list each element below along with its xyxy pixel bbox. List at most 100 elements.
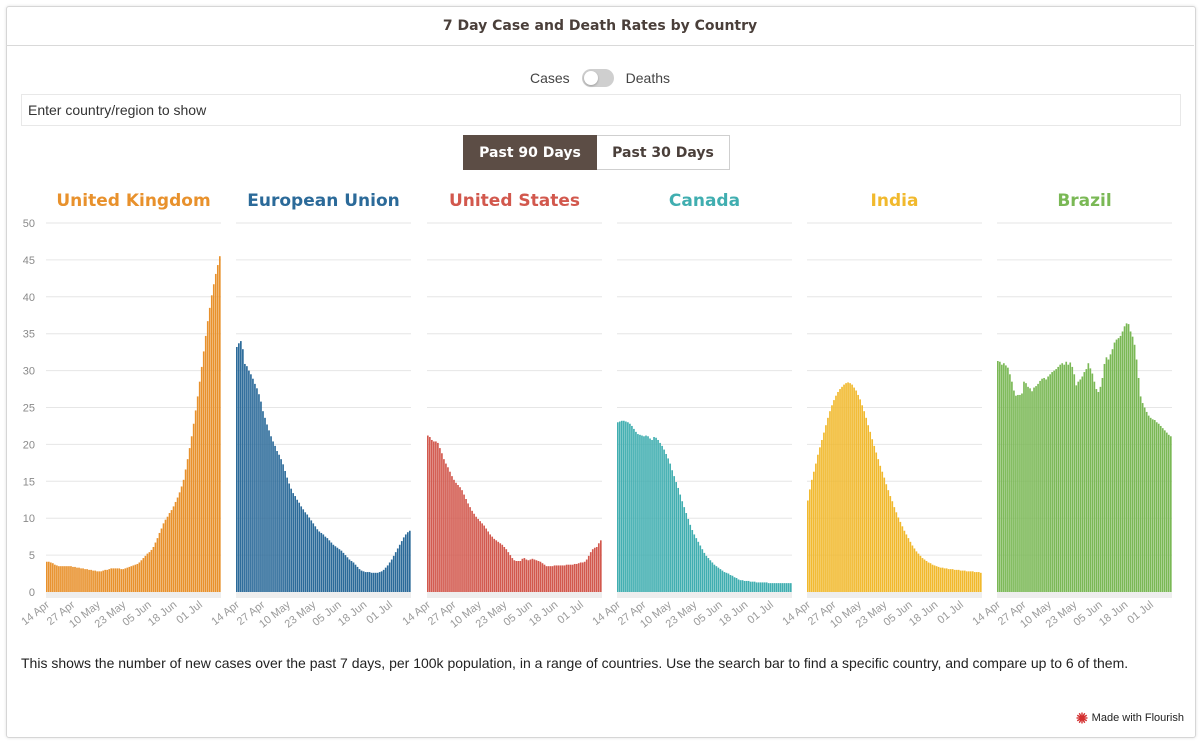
bar[interactable] <box>1015 395 1017 592</box>
bar[interactable] <box>364 572 367 592</box>
bar[interactable] <box>729 575 732 592</box>
bar[interactable] <box>1149 417 1152 592</box>
bar[interactable] <box>164 519 167 592</box>
bar[interactable] <box>88 569 90 592</box>
bar[interactable] <box>885 484 888 592</box>
bar[interactable] <box>1159 425 1162 592</box>
bar[interactable] <box>779 583 782 592</box>
bar[interactable] <box>529 559 532 592</box>
bar[interactable] <box>641 435 643 592</box>
bar[interactable] <box>1133 344 1136 592</box>
bar[interactable] <box>254 383 256 592</box>
bar[interactable] <box>208 307 211 592</box>
bar[interactable] <box>302 509 305 592</box>
bar[interactable] <box>535 560 538 592</box>
bar[interactable] <box>523 558 526 592</box>
bar[interactable] <box>685 513 688 592</box>
bar[interactable] <box>739 580 742 592</box>
bar[interactable] <box>979 572 982 592</box>
bar[interactable] <box>561 565 564 592</box>
bar[interactable] <box>433 441 435 592</box>
bar[interactable] <box>501 544 504 592</box>
bar[interactable] <box>743 580 746 592</box>
bar[interactable] <box>733 577 736 592</box>
bar[interactable] <box>655 437 657 592</box>
bar[interactable] <box>503 546 506 592</box>
bar[interactable] <box>877 459 880 592</box>
bar[interactable] <box>282 464 284 592</box>
bar[interactable] <box>90 569 92 592</box>
bar[interactable] <box>483 525 485 592</box>
bar[interactable] <box>256 388 258 592</box>
bar[interactable] <box>551 566 554 592</box>
bar[interactable] <box>1091 373 1094 592</box>
bar[interactable] <box>851 384 853 592</box>
bar[interactable] <box>1001 364 1003 592</box>
bar[interactable] <box>949 569 952 592</box>
bar[interactable] <box>406 532 409 592</box>
bar[interactable] <box>811 479 813 592</box>
bar[interactable] <box>358 569 361 592</box>
bar[interactable] <box>527 560 530 592</box>
bar[interactable] <box>132 565 135 592</box>
bar[interactable] <box>118 568 121 592</box>
bar[interactable] <box>356 566 359 592</box>
bar[interactable] <box>1027 386 1029 592</box>
bar[interactable] <box>623 420 625 592</box>
bar[interactable] <box>56 565 58 592</box>
bar[interactable] <box>1153 420 1156 592</box>
bar[interactable] <box>737 579 740 592</box>
bar[interactable] <box>567 564 570 592</box>
bar[interactable] <box>939 567 942 592</box>
bar[interactable] <box>631 425 633 592</box>
bar[interactable] <box>427 435 429 592</box>
bar[interactable] <box>673 476 675 592</box>
bar[interactable] <box>951 569 954 592</box>
bar[interactable] <box>242 349 244 592</box>
bar[interactable] <box>683 507 686 592</box>
bar[interactable] <box>1157 423 1160 592</box>
bar[interactable] <box>110 568 113 592</box>
bar[interactable] <box>553 565 556 592</box>
bar[interactable] <box>106 569 108 592</box>
bar[interactable] <box>997 361 999 592</box>
bar[interactable] <box>865 417 867 592</box>
bar[interactable] <box>667 458 669 592</box>
bar[interactable] <box>314 526 317 592</box>
bar[interactable] <box>619 421 621 592</box>
bar[interactable] <box>316 529 319 592</box>
bar[interactable] <box>475 516 477 592</box>
bar[interactable] <box>210 295 213 592</box>
bar[interactable] <box>1139 396 1142 592</box>
bar[interactable] <box>212 284 215 592</box>
bar[interactable] <box>751 581 754 592</box>
bar[interactable] <box>244 363 246 592</box>
bar[interactable] <box>66 566 68 592</box>
bar[interactable] <box>280 459 282 592</box>
bar[interactable] <box>511 558 514 592</box>
bar[interactable] <box>170 510 173 592</box>
bar[interactable] <box>272 441 274 592</box>
bar[interactable] <box>837 392 839 592</box>
bar[interactable] <box>549 566 552 592</box>
bar[interactable] <box>871 439 874 592</box>
bar[interactable] <box>833 400 835 592</box>
bar[interactable] <box>873 445 876 592</box>
bar[interactable] <box>731 575 734 592</box>
bar[interactable] <box>453 479 455 592</box>
bar[interactable] <box>1151 419 1154 592</box>
bar[interactable] <box>429 437 431 592</box>
bar[interactable] <box>477 518 479 592</box>
bar[interactable] <box>330 542 333 592</box>
bar[interactable] <box>735 577 738 592</box>
bar[interactable] <box>1053 370 1055 592</box>
bar[interactable] <box>58 566 60 592</box>
bar[interactable] <box>953 569 956 592</box>
bar[interactable] <box>777 583 780 592</box>
bar[interactable] <box>366 572 369 592</box>
bar[interactable] <box>665 453 667 592</box>
bar[interactable] <box>1023 381 1025 592</box>
bar[interactable] <box>50 562 52 592</box>
bar[interactable] <box>1021 393 1023 592</box>
bar[interactable] <box>1105 357 1108 592</box>
